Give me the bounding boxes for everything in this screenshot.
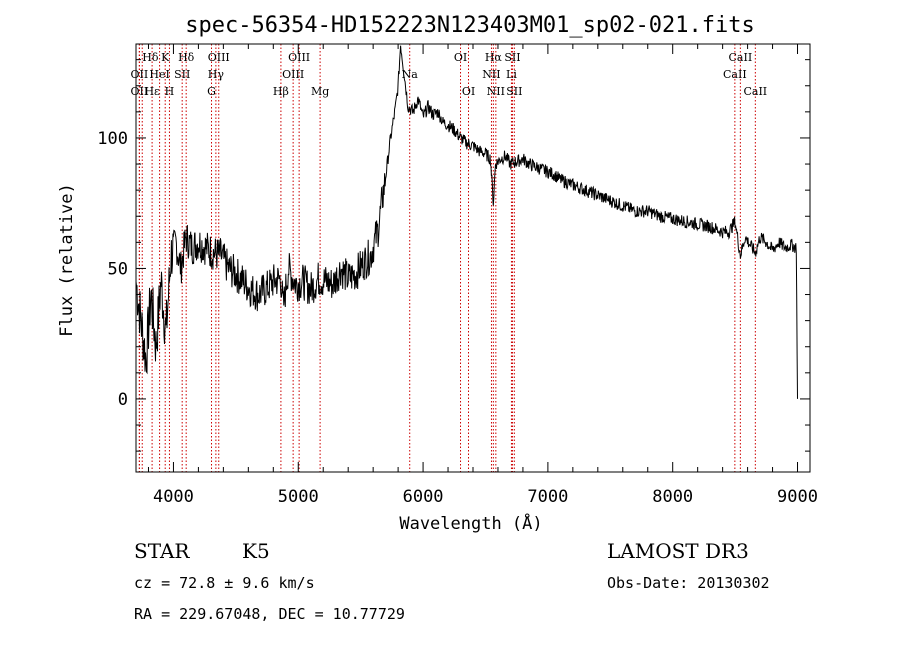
spectral-line-label: CaII <box>723 68 747 81</box>
spectral-line-label: NII <box>482 68 500 81</box>
x-tick-label: 9000 <box>777 487 818 507</box>
spectral-line-label: OIII <box>208 51 230 64</box>
x-axis-label: Wavelength (Å) <box>399 512 542 534</box>
redshift-value: cz = 72.8 ± 9.6 km/s <box>134 574 315 592</box>
survey-name: LAMOST DR3 <box>607 539 749 563</box>
spectral-line-label: OI <box>454 51 467 64</box>
plot-frame <box>135 43 811 473</box>
spectral-line-label: H <box>165 85 175 98</box>
spectral-line-label: OI <box>462 85 475 98</box>
x-tick-label: 8000 <box>652 487 693 507</box>
spectral-line-label: HeI <box>149 68 169 81</box>
spectral-line-label: SII <box>504 51 520 64</box>
x-tick-label: 4000 <box>153 487 194 507</box>
spectral-line-label: Mg <box>311 85 329 98</box>
spectral-line-label: G <box>207 85 216 98</box>
spectral-line-label: Hε <box>144 85 160 98</box>
spectral-line-label: CaII <box>729 51 753 64</box>
spectral-line-label: Hγ <box>208 68 225 81</box>
spectral-line-label: K <box>161 51 170 64</box>
observation-date: Obs-Date: 20130302 <box>607 574 770 592</box>
spectral-line-label: Li <box>506 68 517 81</box>
spectral-line-label: Hα <box>485 51 503 64</box>
spectral-line-markers <box>138 44 756 472</box>
y-axis-label: Flux (relative) <box>57 183 77 337</box>
spectral-line-label: OII <box>131 68 149 81</box>
object-subclass: K5 <box>242 539 270 563</box>
spectral-line-label: Hδ <box>178 51 195 64</box>
spectral-line-label: OIII <box>288 51 310 64</box>
spectral-line-label: Hδ <box>142 51 159 64</box>
spectral-line-label: OII <box>131 85 149 98</box>
spectrum-line <box>135 45 798 399</box>
spectral-line-label: NII <box>487 85 505 98</box>
object-class: STAR <box>134 539 190 563</box>
x-axis-ticks: 4000 5000 6000 7000 8000 9000 <box>147 44 818 507</box>
x-tick-label: 7000 <box>527 487 568 507</box>
spectral-line-label: SII <box>174 68 190 81</box>
spectral-line-label: CaII <box>743 85 767 98</box>
ra-dec: RA = 229.67048, DEC = 10.77729 <box>134 605 405 623</box>
y-tick-label: 50 <box>108 259 128 279</box>
x-tick-label: 5000 <box>278 487 319 507</box>
y-tick-label: 100 <box>97 129 128 149</box>
spectral-line-label: OIII <box>282 68 304 81</box>
chart-title: spec-56354-HD152223N123403M01_sp02-021.f… <box>185 13 755 38</box>
spectral-line-label: SII <box>506 85 522 98</box>
x-tick-label: 6000 <box>403 487 444 507</box>
spectral-line-label: Na <box>402 68 419 81</box>
y-tick-label: 0 <box>118 390 128 410</box>
spectral-line-label: Hβ <box>273 85 289 98</box>
y-axis-ticks: 0 50 100 <box>97 59 810 452</box>
